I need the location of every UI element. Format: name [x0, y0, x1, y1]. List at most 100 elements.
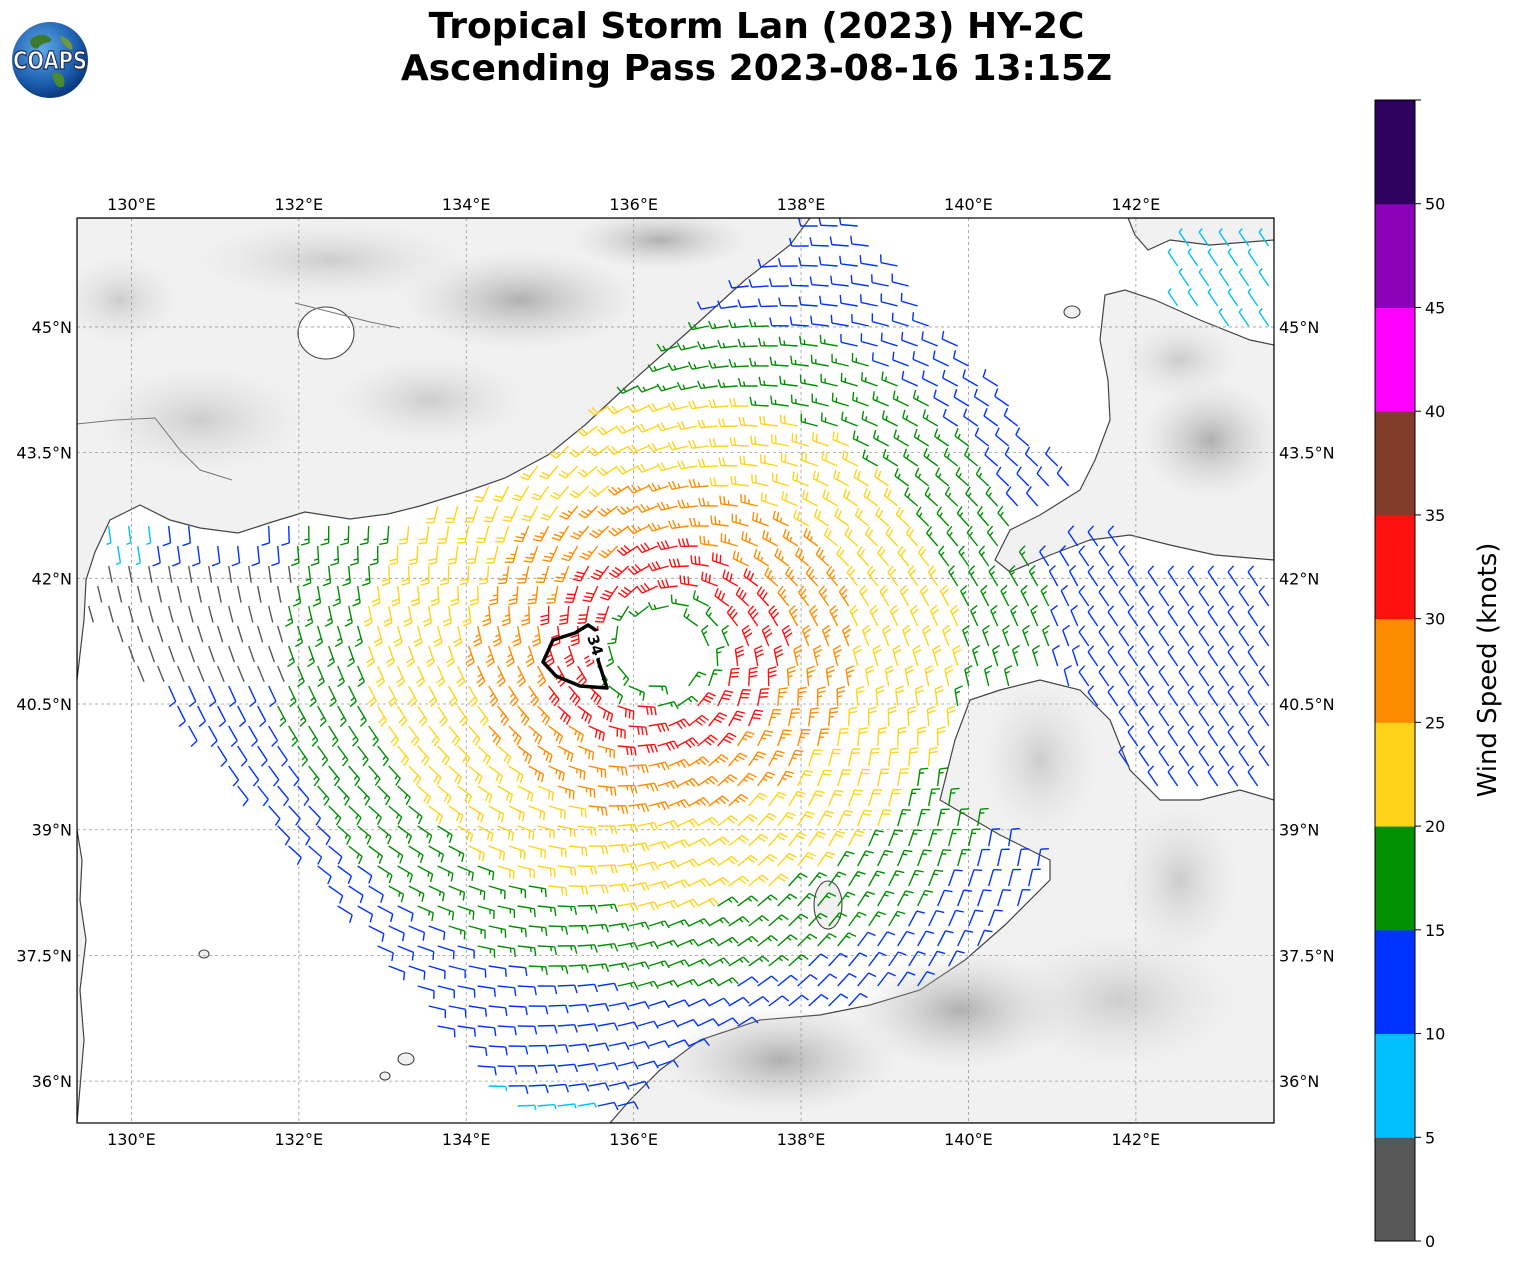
- wind-barb: [1258, 705, 1270, 727]
- wind-barb: [488, 685, 499, 707]
- wind-barb: [197, 665, 205, 683]
- wind-barb: [1207, 685, 1219, 707]
- wind-barb: [708, 754, 729, 767]
- wind-barb: [257, 745, 268, 767]
- wind-barb: [502, 505, 519, 523]
- wind-barb: [968, 909, 984, 927]
- wind-barb: [334, 625, 344, 648]
- wind-barb: [417, 865, 434, 883]
- wind-barb: [797, 769, 814, 787]
- wind-barb: [464, 505, 479, 523]
- wind-barb: [1118, 665, 1130, 687]
- wind-barb: [1039, 545, 1050, 567]
- wind-barb: [628, 803, 650, 813]
- wind-barb: [1107, 645, 1119, 667]
- wind-barb: [955, 467, 970, 487]
- wind-barb: [497, 945, 516, 957]
- wind-barb: [837, 769, 852, 787]
- wind-barb: [1107, 565, 1119, 587]
- wind-barb: [628, 725, 648, 736]
- wind-barb: [1167, 645, 1179, 667]
- wind-barb: [810, 354, 829, 367]
- island-rishiri: [1063, 305, 1081, 319]
- wind-barb: [368, 925, 385, 942]
- wind-barb: [885, 526, 899, 547]
- wind-barb: [508, 965, 528, 977]
- lon-label-bottom: 136°E: [609, 1130, 658, 1149]
- wind-barb: [410, 585, 421, 607]
- wind-barb: [726, 605, 739, 627]
- wind-barb: [697, 380, 718, 390]
- wind-barb: [728, 996, 750, 1007]
- wind-barb: [811, 393, 829, 407]
- wind-barb: [295, 625, 304, 648]
- wind-barb: [448, 885, 466, 901]
- lat-label-right: 43.5°N: [1279, 444, 1335, 463]
- wind-barb: [753, 645, 764, 667]
- wind-barb: [667, 401, 689, 411]
- colorbar-label: Wind Speed (knots): [1473, 543, 1503, 798]
- wind-barb: [748, 318, 769, 328]
- wind-barb: [708, 876, 730, 887]
- wind-barb: [636, 542, 658, 554]
- wind-barb: [977, 929, 993, 947]
- wind-barb: [617, 1061, 639, 1070]
- wind-barb: [917, 971, 935, 987]
- wind-barb: [597, 982, 619, 992]
- wind-barb: [324, 605, 334, 627]
- wind-barb: [808, 831, 827, 847]
- wind-barb: [570, 625, 580, 647]
- wind-barb: [728, 667, 740, 687]
- wind-barb: [857, 727, 868, 747]
- wind-barb: [758, 337, 778, 347]
- wind-barb: [297, 705, 307, 728]
- wind-barb: [569, 485, 590, 499]
- wind-barb: [897, 545, 910, 567]
- wind-barb: [489, 585, 499, 606]
- wind-barb: [988, 868, 1002, 887]
- wind-barb: [457, 945, 475, 959]
- wind-barb: [1078, 625, 1090, 647]
- wind-barb: [1011, 644, 1021, 667]
- wind-barb: [688, 714, 709, 727]
- wind-barb: [317, 825, 331, 846]
- wind-barb: [1051, 644, 1060, 667]
- wind-barb: [397, 905, 414, 922]
- wind-barb: [617, 862, 639, 873]
- wind-barb: [437, 785, 452, 805]
- wind-barb: [428, 545, 439, 565]
- wind-barb: [348, 845, 363, 865]
- wind-barb: [921, 370, 939, 387]
- wind-barb: [488, 1045, 508, 1056]
- wind-barb: [739, 455, 758, 467]
- wind-barb: [445, 645, 455, 668]
- colorbar-bin: [1375, 722, 1415, 827]
- wind-barb: [408, 925, 426, 941]
- wind-barb: [1147, 565, 1159, 587]
- wind-barb: [701, 571, 718, 587]
- wind-barb: [417, 785, 432, 805]
- wind-barb: [806, 665, 816, 687]
- wind-barb: [1207, 645, 1219, 667]
- wind-barb: [1138, 625, 1150, 647]
- wind-barb: [917, 767, 929, 787]
- wind-barb: [957, 808, 970, 827]
- wind-barb: [822, 489, 839, 507]
- wind-barb: [1004, 446, 1019, 467]
- wind-barb: [577, 1023, 599, 1032]
- contour-label: 34: [582, 629, 610, 661]
- wind-barb: [1258, 228, 1270, 247]
- wind-barb: [697, 1018, 719, 1027]
- wind-barb: [897, 809, 911, 827]
- wind-barb: [588, 765, 607, 778]
- wind-barb: [1050, 604, 1059, 627]
- wind-barb: [777, 770, 795, 787]
- wind-barb: [508, 585, 519, 606]
- wind-barb: [779, 375, 798, 387]
- wind-barb: [1138, 705, 1150, 727]
- wind-barb: [860, 372, 878, 387]
- wind-barb: [840, 372, 858, 387]
- wind-barb: [377, 785, 391, 806]
- wind-barb: [964, 665, 973, 687]
- wind-barb: [450, 585, 460, 607]
